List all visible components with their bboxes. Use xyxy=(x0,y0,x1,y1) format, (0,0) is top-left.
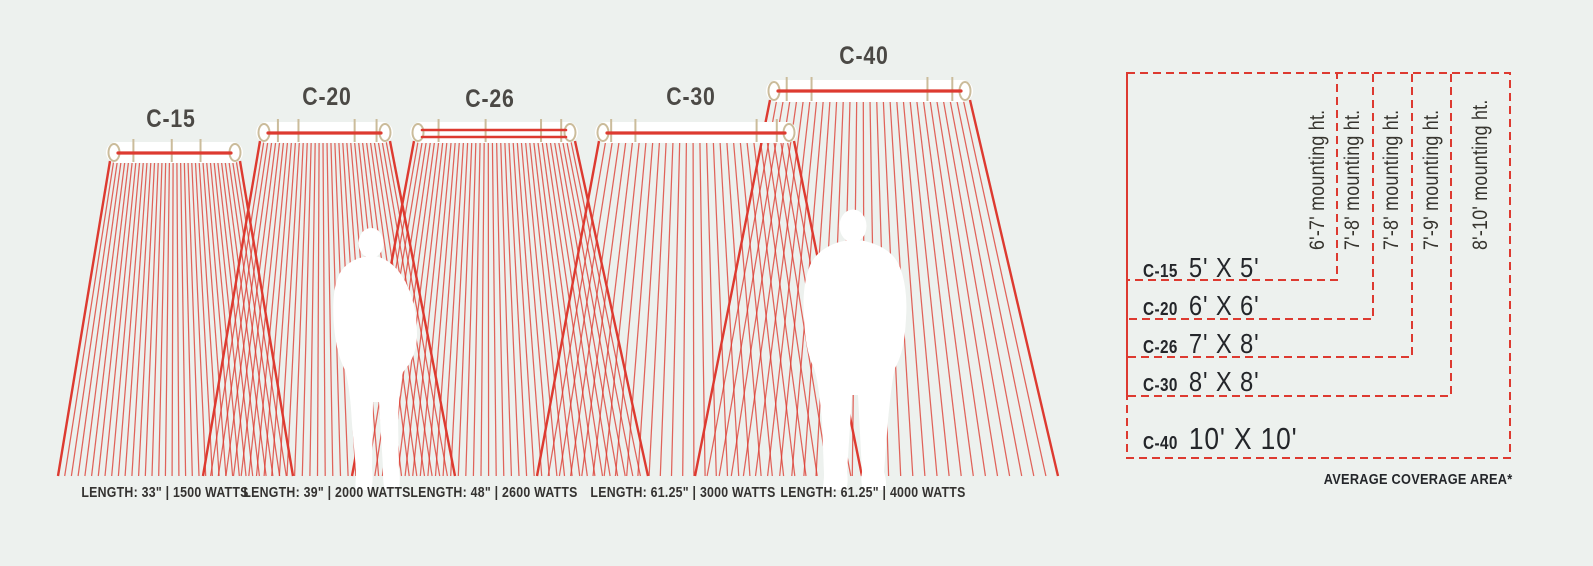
coverage-footnote: AVERAGE COVERAGE AREA* xyxy=(1323,472,1512,488)
coverage-row-c26: C-26 7' X 8' xyxy=(1143,328,1260,360)
mounting-height-label-c20: 7'-8' mounting ht. xyxy=(1341,109,1364,250)
coverage-box-c-40 xyxy=(1126,72,1511,459)
coverage-row-dims: 8' X 8' xyxy=(1188,366,1260,397)
coverage-row-c40: C-40 10' X 10' xyxy=(1143,421,1297,457)
caption-c40: LENGTH: 61.25" | 4000 WATTS xyxy=(780,485,966,501)
coverage-row-c20: C-20 6' X 6' xyxy=(1143,290,1260,322)
heater-unit-c-26 xyxy=(410,119,578,143)
heat-spread-c-20 xyxy=(201,140,457,477)
coverage-row-code: C-30 xyxy=(1143,375,1178,395)
coverage-boxes xyxy=(1126,72,1511,459)
mounting-height-label-c26: 7'-8' mounting ht. xyxy=(1380,109,1403,250)
caption-c26: LENGTH: 48" | 2600 WATTS xyxy=(410,485,578,501)
person-silhouette-left xyxy=(333,228,417,490)
caption-c15: LENGTH: 33" | 1500 WATTS xyxy=(81,485,249,501)
heater-unit-c-15 xyxy=(106,139,243,163)
mounting-height-label-c30: 7'-9' mounting ht. xyxy=(1420,109,1443,250)
heater-label-c26: C-26 xyxy=(465,85,515,113)
mounting-height-label-c40: 8'-10' mounting ht. xyxy=(1469,99,1492,251)
coverage-row-code: C-15 xyxy=(1143,261,1178,281)
coverage-row-dims: 5' X 5' xyxy=(1188,252,1260,283)
coverage-row-c30: C-30 8' X 8' xyxy=(1143,366,1260,398)
coverage-row-c15: C-15 5' X 5' xyxy=(1143,252,1260,284)
heater-unit-c-40 xyxy=(766,77,973,102)
caption-c30: LENGTH: 61.25" | 3000 WATTS xyxy=(590,485,776,501)
coverage-row-code: C-26 xyxy=(1143,337,1178,357)
heater-label-c40: C-40 xyxy=(839,42,889,70)
coverage-row-dims: 7' X 8' xyxy=(1188,328,1260,359)
heater-label-c30: C-30 xyxy=(666,83,716,111)
mounting-height-label-c15: 6'-7' mounting ht. xyxy=(1306,109,1329,250)
coverage-row-dims: 6' X 6' xyxy=(1188,290,1260,321)
coverage-row-code: C-40 xyxy=(1143,433,1178,453)
coverage-row-dims: 10' X 10' xyxy=(1188,421,1298,456)
coverage-row-code: C-20 xyxy=(1143,299,1178,319)
heater-unit-c-30 xyxy=(595,119,797,143)
caption-c20: LENGTH: 39" | 2000 WATTS xyxy=(243,485,411,501)
person-silhouette-right xyxy=(803,209,907,490)
heater-unit-c-20 xyxy=(256,119,393,143)
heater-label-c20: C-20 xyxy=(302,83,352,111)
heater-label-c15: C-15 xyxy=(146,105,196,133)
